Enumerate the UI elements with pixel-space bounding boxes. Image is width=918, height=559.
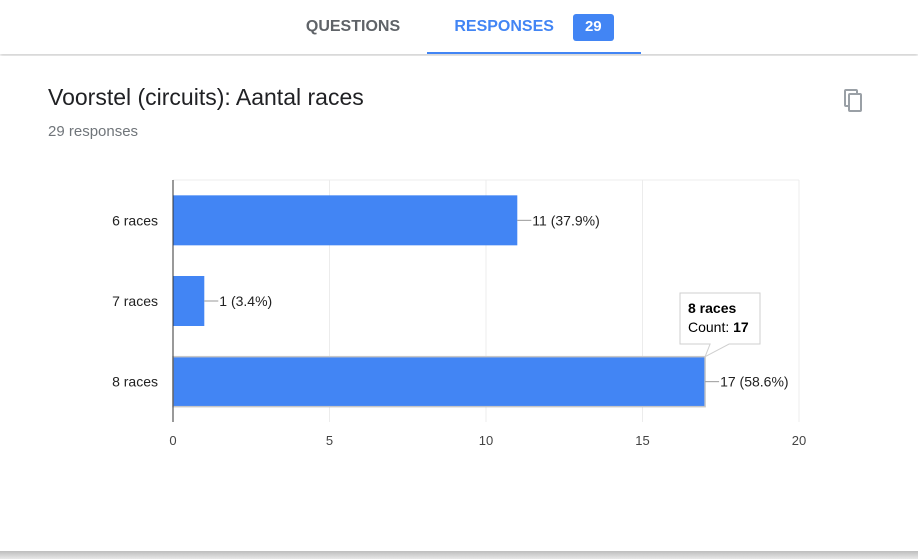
x-tick-label: 15 — [635, 433, 649, 448]
response-count: 29 responses — [48, 123, 139, 140]
card-bottom-edge — [0, 551, 918, 559]
data-label: 17 (58.6%) — [720, 374, 788, 390]
tab-bar: QUESTIONS RESPONSES 29 — [0, 0, 918, 54]
tab-questions[interactable]: QUESTIONS — [285, 0, 421, 54]
x-tick-label: 10 — [479, 433, 493, 448]
question-title: Voorstel (circuits): Aantal races — [48, 84, 364, 110]
x-tick-label: 20 — [792, 433, 806, 448]
x-tick-label: 0 — [169, 433, 176, 448]
bar — [173, 195, 518, 246]
tooltip-box — [679, 292, 761, 358]
copy-icon — [844, 89, 862, 112]
data-label: 11 (37.9%) — [532, 212, 599, 228]
tooltip-count: Count: 17 — [688, 319, 749, 335]
question-summary-card — [0, 56, 918, 552]
x-tick-label: 5 — [326, 433, 333, 448]
bar — [173, 276, 205, 326]
tooltip-category: 8 races — [688, 300, 736, 316]
tab-responses-label: RESPONSES — [454, 18, 554, 35]
category-label: 8 races — [112, 374, 158, 390]
category-label: 6 races — [112, 212, 158, 228]
category-label: 7 races — [112, 293, 158, 309]
copy-chart-button[interactable] — [838, 86, 870, 118]
active-tab-indicator — [427, 52, 641, 54]
bar — [172, 355, 706, 408]
responses-count-badge: 29 — [572, 13, 614, 41]
data-label: 1 (3.4%) — [219, 293, 272, 309]
tab-responses[interactable]: RESPONSES 29 — [427, 0, 641, 54]
tab-questions-label: QUESTIONS — [305, 18, 401, 35]
